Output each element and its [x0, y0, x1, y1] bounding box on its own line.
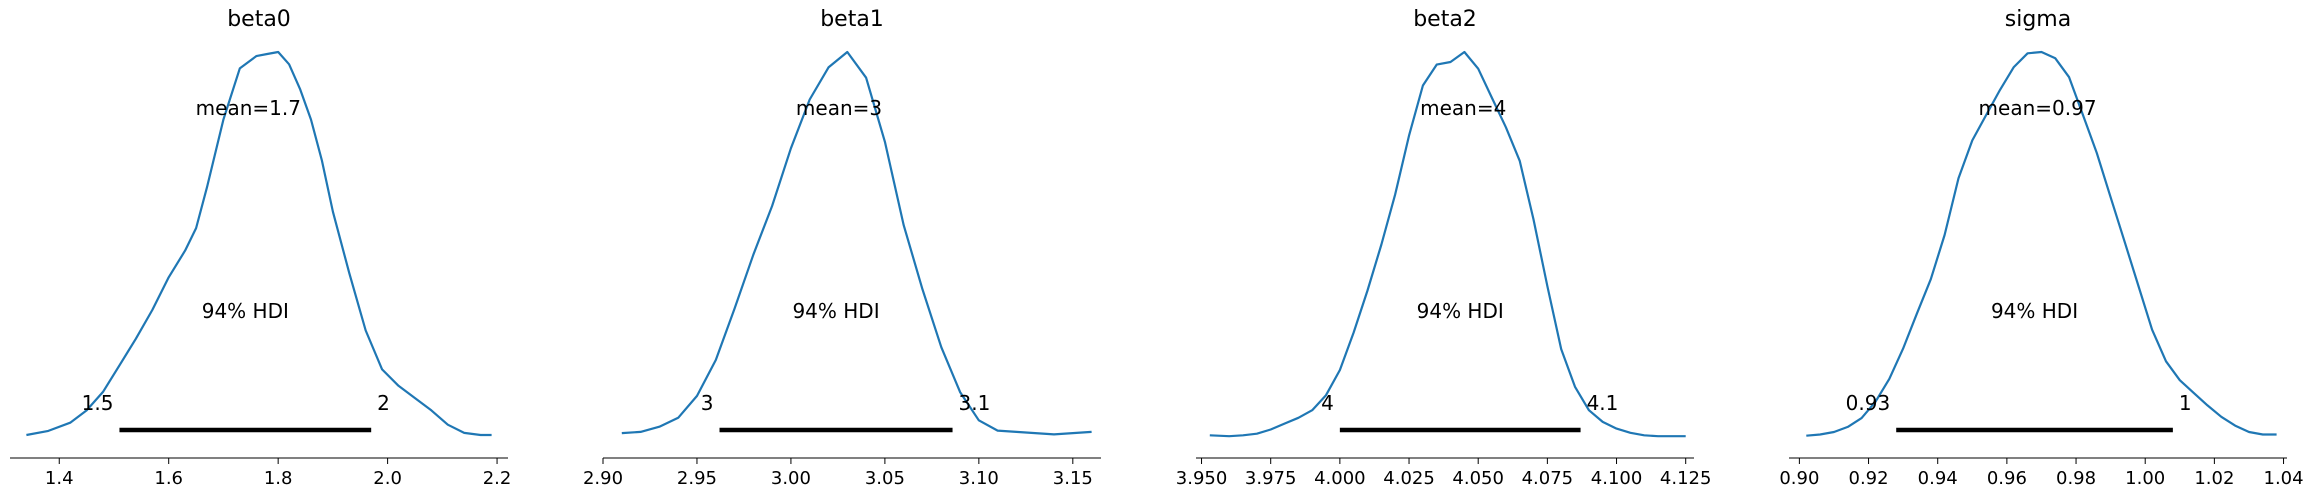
x-tick-label: 3.975	[1245, 468, 1297, 489]
hdi-low-label: 4	[1321, 391, 1334, 415]
hdi-label: 94% HDI	[202, 299, 289, 323]
panel-title: beta2	[1413, 7, 1477, 32]
density-line	[26, 50, 492, 437]
hdi-high-label: 3.1	[959, 391, 991, 415]
x-tick-label: 1.00	[2125, 468, 2165, 489]
x-tick-label: 4.000	[1314, 468, 1366, 489]
x-tick-label: 4.075	[1522, 468, 1574, 489]
hdi-low-label: 1.5	[82, 391, 114, 415]
x-tick-label: 1.4	[45, 468, 74, 489]
density-line	[1806, 50, 2277, 437]
hdi-high-label: 2	[377, 391, 390, 415]
hdi-label: 94% HDI	[1991, 299, 2078, 323]
mean-label: mean=4	[1420, 96, 1506, 120]
panel-beta1: beta1 mean=3 94% HDI 3 3.1 2.90 2.95 3.00 3.05 3.…	[583, 7, 1101, 489]
x-tick-label: 2.95	[677, 468, 717, 489]
x-tick-label: 1.02	[2194, 468, 2234, 489]
x-tick-label: 0.98	[2056, 468, 2096, 489]
x-tick-label: 3.05	[865, 468, 905, 489]
x-tick-label: 4.050	[1452, 468, 1504, 489]
x-tick-label: 2.0	[373, 468, 402, 489]
mean-label: mean=1.7	[196, 96, 301, 120]
hdi-low-label: 0.93	[1846, 391, 1891, 415]
hdi-high-label: 4.1	[1587, 391, 1619, 415]
hdi-label: 94% HDI	[792, 299, 879, 323]
x-tick-label: 4.025	[1383, 468, 1435, 489]
x-tick-label: 1.8	[264, 468, 293, 489]
x-tick-label: 0.94	[1918, 468, 1958, 489]
panel-title: beta0	[227, 7, 291, 32]
hdi-low-label: 3	[701, 391, 714, 415]
x-tick-label: 3.10	[959, 468, 999, 489]
x-tick-label: 4.100	[1591, 468, 1643, 489]
panel-title: beta1	[820, 7, 884, 32]
x-tick-label: 0.96	[1987, 468, 2027, 489]
x-tick-label: 0.92	[1849, 468, 1889, 489]
x-tick-label: 4.125	[1660, 468, 1712, 489]
panel-sigma: sigma mean=0.97 94% HDI 0.93 1 0.90 0.92 0.94 0.…	[1779, 7, 2303, 489]
x-tick-label: 0.90	[1779, 468, 1819, 489]
x-tick-label: 1.04	[2264, 468, 2304, 489]
x-tick-label: 3.00	[771, 468, 811, 489]
mean-label: mean=0.97	[1979, 96, 2097, 120]
x-tick-label: 2.90	[583, 468, 623, 489]
hdi-high-label: 1	[2179, 391, 2192, 415]
x-tick-label: 3.15	[1053, 468, 1093, 489]
x-tick-label: 2.2	[483, 468, 512, 489]
hdi-label: 94% HDI	[1417, 299, 1504, 323]
panel-title: sigma	[2005, 7, 2071, 32]
x-tick-label: 3.950	[1176, 468, 1228, 489]
density-line	[621, 50, 1092, 436]
panel-beta0: beta0 mean=1.7 94% HDI 1.5 2 1.4 1.6 1.8 2.0 2.2	[10, 7, 511, 489]
mean-label: mean=3	[796, 96, 882, 120]
density-line	[1209, 50, 1686, 438]
x-tick-label: 1.6	[154, 468, 183, 489]
panel-beta2: beta2 mean=4 94% HDI 4 4.1 3.950 3.975 4.000 4.0…	[1176, 7, 1712, 489]
